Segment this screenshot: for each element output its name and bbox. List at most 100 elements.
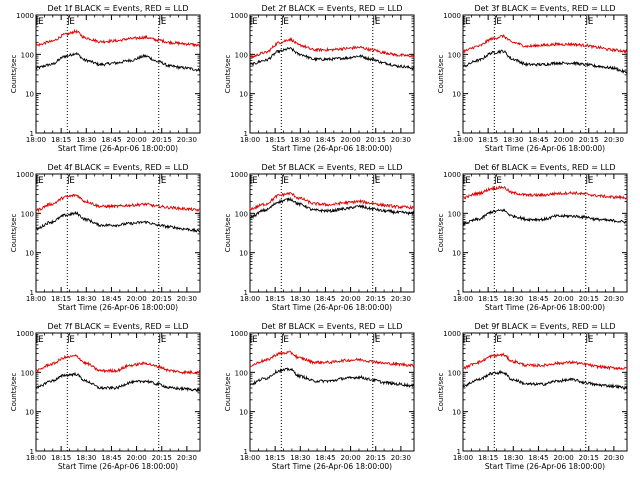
plot-frame xyxy=(462,14,628,134)
y-tick-label: 10 xyxy=(239,250,248,258)
y-tick-label: 100 xyxy=(235,51,248,59)
series-events xyxy=(462,208,628,227)
y-tick-label: 100 xyxy=(21,210,34,218)
x-tick-label: 18:30 xyxy=(76,136,96,144)
x-tick-label: 20:15 xyxy=(366,454,386,462)
y-tick-label: 1000 xyxy=(16,330,34,338)
plot-frame xyxy=(462,332,628,452)
x-tick-label: 20:00 xyxy=(553,454,573,462)
plot-frame xyxy=(35,173,201,293)
x-tick-label: 18:30 xyxy=(290,295,310,303)
detector-panel-6: Det 6f BLACK = Events, RED = LLD 1 10 100 10… xyxy=(437,163,628,312)
x-tick-label: 18:45 xyxy=(528,454,548,462)
x-tick-label: 18:30 xyxy=(76,454,96,462)
panel-title: Det 7f BLACK = Events, RED = LLD xyxy=(47,322,188,331)
event-marker-label: E xyxy=(161,335,167,345)
panel-title: Det 3f BLACK = Events, RED = LLD xyxy=(474,4,615,13)
series-lld xyxy=(462,33,628,54)
detector-panel-4: Det 4f BLACK = Events, RED = LLD 1 10 100 10… xyxy=(10,163,201,312)
event-marker-label: E xyxy=(69,335,75,345)
detector-panel-7: Det 7f BLACK = Events, RED = LLD 1 10 100 10… xyxy=(10,322,201,471)
x-tick-label: 18:15 xyxy=(478,454,498,462)
series-lld xyxy=(462,185,627,201)
y-tick-label: 1 xyxy=(30,448,34,456)
series-events xyxy=(249,196,415,219)
event-marker-label: E xyxy=(588,17,594,27)
x-tick-label: 18:30 xyxy=(290,454,310,462)
y-axis-label: Counts/sec xyxy=(224,373,232,412)
y-tick-label: 1 xyxy=(244,289,248,297)
y-axis-label: Counts/sec xyxy=(437,55,445,94)
y-tick-label: 1 xyxy=(457,448,461,456)
plot-frame xyxy=(35,14,201,134)
y-axis-label: Counts/sec xyxy=(224,214,232,253)
event-marker-label: E xyxy=(465,17,471,27)
x-tick-label: 20:00 xyxy=(340,136,360,144)
plot-frame xyxy=(35,332,201,452)
x-tick-label: 20:30 xyxy=(177,136,197,144)
x-tick-label: 18:15 xyxy=(265,454,285,462)
panel-title: Det 5f BLACK = Events, RED = LLD xyxy=(261,163,402,172)
x-tick-label: 20:00 xyxy=(553,295,573,303)
x-tick-label: 18:15 xyxy=(478,295,498,303)
x-tick-label: 18:30 xyxy=(503,454,523,462)
x-tick-label: 18:45 xyxy=(101,136,121,144)
plot-frame xyxy=(462,173,628,293)
y-tick-label: 1 xyxy=(457,289,461,297)
x-tick-label: 18:15 xyxy=(51,136,71,144)
x-tick-label: 20:15 xyxy=(152,295,172,303)
event-marker-label: E xyxy=(465,176,471,186)
event-marker-label: E xyxy=(252,17,258,27)
y-axis-label: Counts/sec xyxy=(10,55,18,94)
panel-title: Det 1f BLACK = Events, RED = LLD xyxy=(47,4,188,13)
x-tick-label: 18:15 xyxy=(51,454,71,462)
event-marker-label: E xyxy=(465,335,471,345)
detector-panel-1: Det 1f BLACK = Events, RED = LLD 1 10 100 10… xyxy=(10,4,201,153)
x-tick-label: 18:00 xyxy=(453,136,473,144)
event-marker-label: E xyxy=(283,176,289,186)
series-events xyxy=(249,367,415,389)
x-axis-label: Start Time (26-Apr-06 18:00:00) xyxy=(58,303,178,312)
x-tick-label: 20:15 xyxy=(579,295,599,303)
y-tick-label: 10 xyxy=(25,250,34,258)
panel-title: Det 8f BLACK = Events, RED = LLD xyxy=(261,322,402,331)
y-tick-label: 1 xyxy=(244,130,248,138)
x-tick-label: 18:30 xyxy=(290,136,310,144)
event-marker-label: E xyxy=(283,335,289,345)
x-tick-label: 18:00 xyxy=(26,454,46,462)
series-lld xyxy=(249,36,415,59)
x-tick-label: 18:45 xyxy=(528,136,548,144)
event-marker-label: E xyxy=(496,176,502,186)
x-tick-label: 18:30 xyxy=(76,295,96,303)
detector-panel-2: Det 2f BLACK = Events, RED = LLD 1 10 100 10… xyxy=(224,4,415,153)
event-marker-label: E xyxy=(252,176,258,186)
plot-frame xyxy=(249,332,415,452)
series-lld xyxy=(462,352,628,371)
plot-frame xyxy=(249,14,415,134)
y-tick-label: 10 xyxy=(239,409,248,417)
x-tick-label: 20:30 xyxy=(177,454,197,462)
series-lld xyxy=(249,350,415,368)
series-events xyxy=(462,49,628,75)
series-lld xyxy=(35,354,201,376)
panel-title: Det 2f BLACK = Events, RED = LLD xyxy=(261,4,402,13)
x-tick-label: 20:15 xyxy=(579,136,599,144)
y-tick-label: 10 xyxy=(452,91,461,99)
x-tick-label: 18:45 xyxy=(101,295,121,303)
x-tick-label: 20:30 xyxy=(604,454,624,462)
panel-title: Det 4f BLACK = Events, RED = LLD xyxy=(47,163,188,172)
x-axis-label: Start Time (26-Apr-06 18:00:00) xyxy=(272,303,392,312)
event-marker-label: E xyxy=(375,17,381,27)
x-tick-label: 20:30 xyxy=(391,295,411,303)
x-axis-label: Start Time (26-Apr-06 18:00:00) xyxy=(272,462,392,471)
x-tick-label: 20:15 xyxy=(152,136,172,144)
x-axis-label: Start Time (26-Apr-06 18:00:00) xyxy=(485,303,605,312)
y-tick-label: 10 xyxy=(25,409,34,417)
x-tick-label: 18:15 xyxy=(478,136,498,144)
event-marker-label: E xyxy=(375,335,381,345)
detector-panel-5: Det 5f BLACK = Events, RED = LLD 1 10 100 10… xyxy=(224,163,415,312)
x-tick-label: 20:00 xyxy=(126,136,146,144)
x-tick-label: 18:00 xyxy=(453,454,473,462)
event-marker-label: E xyxy=(69,17,75,27)
